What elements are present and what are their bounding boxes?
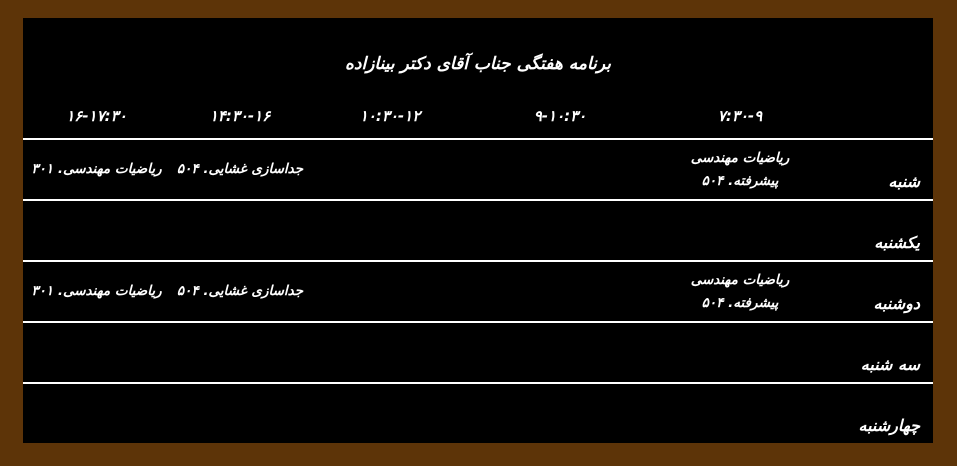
- time-column-header: ۷:۳۰-۹: [717, 107, 763, 125]
- empty-cell: [650, 323, 830, 382]
- empty-cell: [23, 201, 170, 260]
- time-column-header: ۱۰:۳۰-۱۲: [359, 107, 421, 125]
- empty-cell: [310, 140, 470, 199]
- time-column-header: ۹-۱۰:۳۰: [533, 107, 587, 125]
- course-line: جداسازی غشایی. ۵۰۴: [176, 283, 304, 299]
- course-line: جداسازی غشایی. ۵۰۴: [176, 161, 304, 177]
- empty-cell: [170, 201, 310, 260]
- day-label: دوشنبه: [873, 294, 921, 313]
- time-header-row: ۷:۳۰-۹ ۹-۱۰:۳۰ ۱۰:۳۰-۱۲ ۱۴:۳۰-۱۶ ۱۶-۱۷:۳۰: [23, 107, 933, 138]
- schedule-row: یکشنبه: [23, 199, 933, 260]
- time-column-header: ۱۶-۱۷:۳۰: [66, 107, 127, 125]
- course-line: ریاضیات مهندسی: [690, 149, 790, 166]
- course-line: ریاضیات مهندسی: [690, 271, 790, 288]
- day-label: سه شنبه: [860, 355, 920, 374]
- empty-cell: [470, 384, 650, 443]
- course-cell: جداسازی غشایی. ۵۰۴: [170, 140, 310, 199]
- empty-cell: [310, 201, 470, 260]
- schedule-row: چهارشنبه: [23, 382, 933, 443]
- empty-cell: [170, 323, 310, 382]
- empty-cell: [650, 384, 830, 443]
- empty-cell: [310, 262, 470, 321]
- day-label: چهارشنبه: [858, 416, 920, 435]
- course-line: ریاضیات مهندسی. ۳۰۱: [31, 161, 162, 177]
- schedule-row: دوشنبه ریاضیات مهندسی پیشرفته. ۵۰۴ جداسازی …: [23, 260, 933, 321]
- schedule-row: سه شنبه: [23, 321, 933, 382]
- empty-cell: [470, 140, 650, 199]
- empty-cell: [470, 323, 650, 382]
- empty-cell: [310, 384, 470, 443]
- empty-cell: [23, 323, 170, 382]
- schedule-row: شنبه ریاضیات مهندسی پیشرفته. ۵۰۴ جداسازی غش…: [23, 138, 933, 199]
- schedule-rows: شنبه ریاضیات مهندسی پیشرفته. ۵۰۴ جداسازی غش…: [23, 138, 933, 443]
- time-column-header: ۱۴:۳۰-۱۶: [209, 107, 271, 125]
- course-cell: جداسازی غشایی. ۵۰۴: [170, 262, 310, 321]
- course-cell: ریاضیات مهندسی پیشرفته. ۵۰۴: [650, 140, 830, 199]
- empty-cell: [650, 201, 830, 260]
- empty-cell: [23, 384, 170, 443]
- empty-cell: [470, 201, 650, 260]
- schedule-title: برنامه هفتگی جناب آقای دکتر بینازاده: [345, 54, 611, 74]
- course-cell: ریاضیات مهندسی. ۳۰۱: [23, 140, 170, 199]
- course-cell: ریاضیات مهندسی پیشرفته. ۵۰۴: [650, 262, 830, 321]
- empty-cell: [470, 262, 650, 321]
- schedule-panel: برنامه هفتگی جناب آقای دکتر بینازاده ۷:۳…: [23, 18, 933, 443]
- empty-cell: [310, 323, 470, 382]
- course-line: ریاضیات مهندسی. ۳۰۱: [31, 283, 162, 299]
- course-line: پیشرفته. ۵۰۴: [701, 294, 779, 311]
- day-label: شنبه: [888, 172, 920, 191]
- course-cell: ریاضیات مهندسی. ۳۰۱: [23, 262, 170, 321]
- day-label: یکشنبه: [874, 233, 920, 252]
- empty-cell: [170, 384, 310, 443]
- course-line: پیشرفته. ۵۰۴: [701, 172, 779, 189]
